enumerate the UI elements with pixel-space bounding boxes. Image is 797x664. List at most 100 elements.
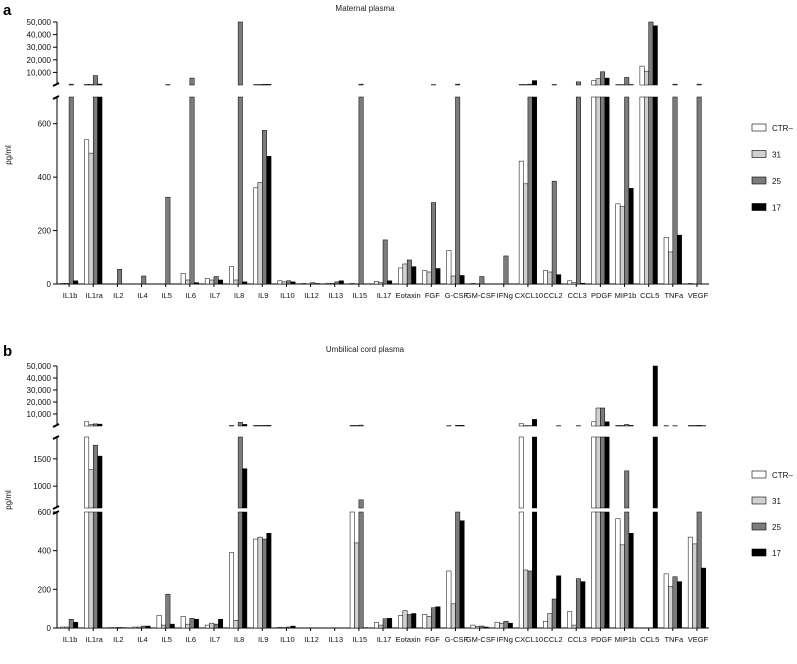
a-bar-il9-25 [262,84,267,86]
a-bar-il13-25 [334,281,340,285]
a-bar-cxcl10-ctr [518,160,524,285]
b-bar-mip1b-25 [624,470,630,509]
a-bar-ccl5-17 [652,25,658,86]
b-bar-cxcl10-17 [532,419,537,427]
b-bar-pdgf-17 [604,421,610,427]
b-y-tick-label: 400 [38,547,52,556]
a-bar-tnfa-25 [672,83,678,86]
b-bar-ccl5-17 [652,365,658,427]
a-bar-tnfa-17 [676,234,682,285]
b-bar-il9-ctr [253,538,259,629]
b-bar-fgf-31 [426,616,432,629]
b-category-label-ifng: IFNg [497,635,513,644]
b-bar-pdgf-25 [600,407,606,427]
b-y-tick-label: 10,000 [27,410,52,419]
b-bar-ccl5-17 [652,511,658,629]
a-category-label-mip1b: MIP1b [615,291,637,300]
a-legend-label-17: 17 [772,204,781,213]
b-bar-vegf-25 [696,511,702,629]
b-bar-il10-25 [286,626,292,629]
b-bar-pdgf-ctr [591,436,597,509]
a-axis-break-mark [52,82,60,87]
a-bar-vegf-25 [696,96,702,285]
panel-letter-b: b [3,343,12,360]
a-bar-il13-ctr [325,282,331,285]
b-bar-tnfa-25 [672,576,678,629]
b-axis-break-mark [52,505,60,510]
b-bar-vegf-17 [701,567,707,629]
b-bar-eotaxin-ctr [398,615,404,629]
a-category-label-fgf: FGF [425,291,440,300]
b-bar-ifng-17 [507,622,513,629]
b-bar-il1b-25 [68,619,74,629]
a-legend-label-ctr: CTR– [772,124,793,133]
b-bar-vegf-ctr [687,536,693,629]
b-category-label-g-csf: G-CSF [445,635,469,644]
a-category-label-il10: IL10 [280,291,295,300]
b-bar-ccl2-ctr [543,620,548,629]
a-legend-label-25: 25 [772,177,781,186]
b-bar-il9-17 [266,425,272,427]
b-bar-cxcl10-31 [523,569,529,629]
b-category-label-il15: IL15 [353,635,368,644]
b-bar-il9-ctr [253,425,259,427]
b-bar-g-csf-17 [459,425,465,427]
a-bar-il1ra-31 [88,152,94,285]
a-bar-il9-ctr [253,187,259,285]
b-y-tick-label: 50,000 [27,362,52,371]
a-bar-il1ra-17 [97,96,103,285]
b-category-label-il17: IL17 [377,635,392,644]
a-bar-eotaxin-31 [402,263,408,285]
b-bar-ccl5-17 [652,436,658,509]
b-bar-il1ra-31 [88,469,94,509]
b-bar-il5-ctr [156,615,162,629]
a-bar-mip1b-ctr [615,203,621,285]
b-legend-swatch-ctr [751,470,767,479]
a-category-label-il1ra: IL1ra [86,291,104,300]
b-bar-eotaxin-25 [406,614,412,629]
b-bar-il8-25 [237,511,243,629]
a-bar-il7-ctr [204,278,210,285]
b-bar-il5-31 [161,624,166,629]
b-category-label-il8: IL8 [234,635,244,644]
b-bar-il6-25 [189,618,195,629]
a-category-label-il4: IL4 [137,291,147,300]
a-bar-fgf-31 [426,271,432,285]
a-y-tick-label: 400 [38,173,52,182]
a-bar-ccl3-25 [575,81,581,86]
b-bar-il2-25 [117,627,123,629]
b-category-label-il1b: IL1b [63,635,78,644]
a-bar-il15-25 [358,83,364,86]
a-legend-swatch-ctr [751,123,767,132]
a-y-tick-label: 20,000 [27,56,52,65]
a-bar-il7-17 [218,279,224,285]
a-bar-fgf-25 [431,202,436,285]
b-bar-il1b-ctr [60,626,65,629]
a-bar-ccl2-17 [556,274,562,285]
b-legend-swatch-31 [751,496,767,505]
a-bar-fgf-ctr [422,270,428,285]
a-bar-cxcl10-25 [527,83,533,86]
b-bar-il7-25 [213,623,219,629]
a-category-label-il2: IL2 [113,291,123,300]
b-bar-mip1b-17 [628,533,634,629]
b-bar-il1ra-ctr [84,436,90,509]
a-bar-ccl3-17 [580,282,586,285]
a-bar-il1ra-25 [92,96,98,285]
b-bar-il9-25 [262,425,267,427]
b-bar-il4-17 [145,625,151,629]
a-bar-il8-25 [237,96,243,285]
a-bar-il8-25 [237,21,243,86]
a-bar-pdgf-17 [604,77,610,86]
b-bar-il4-ctr [132,626,138,629]
a-bar-cxcl10-25 [527,96,533,285]
b-y-tick-label: 1500 [33,455,51,464]
b-bar-il15-31 [354,425,360,427]
b-bar-il1ra-25 [92,423,98,427]
b-bar-il1ra-17 [97,455,103,509]
b-bar-ccl3-25 [575,578,581,629]
b-bar-vegf-31 [692,543,698,629]
b-bar-il8-17 [242,468,248,509]
a-bar-il5-25 [165,196,171,285]
